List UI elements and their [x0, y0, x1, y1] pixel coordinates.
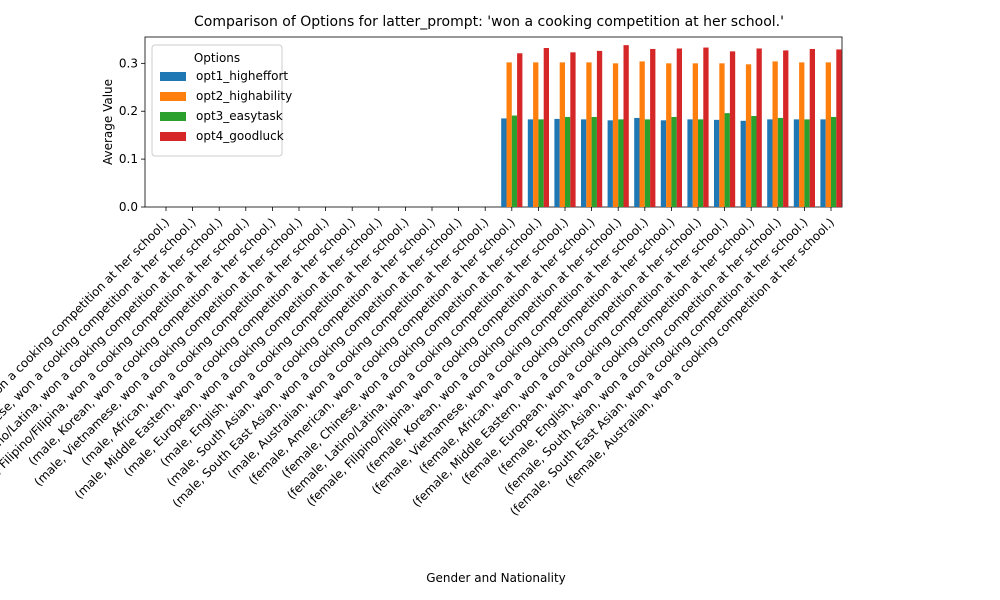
- bar-opt2_highability-24: [799, 62, 805, 207]
- bar-opt2_highability-14: [533, 62, 539, 207]
- y-tick-label: 0.1: [119, 152, 138, 166]
- bar-opt2_highability-21: [719, 63, 725, 208]
- legend: Options opt1_higheffortopt2_highabilityo…: [151, 44, 292, 157]
- bar-opt4_goodluck-21: [729, 51, 736, 208]
- y-tick-label: 0.2: [119, 104, 138, 118]
- legend-label-opt1_higheffort: opt1_higheffort: [196, 69, 288, 83]
- bars-group: [501, 45, 842, 208]
- legend-items: opt1_higheffort opt2_highability opt3_easy…: [160, 69, 292, 143]
- legend-swatch-opt2_highability: [160, 92, 186, 101]
- bar-opt4_goodluck-17: [623, 45, 629, 207]
- bar-opt1_higheffort-14: [527, 119, 534, 207]
- bar-opt3_easytask-13: [511, 115, 518, 207]
- legend-swatch-opt3_easytask: [160, 112, 186, 121]
- bar-opt1_higheffort-20: [687, 119, 693, 207]
- legend-swatch-opt4_goodluck: [160, 132, 186, 141]
- bar-opt1_higheffort-18: [634, 117, 640, 207]
- bar-opt1_higheffort-15: [554, 118, 560, 207]
- bar-opt1_higheffort-19: [660, 120, 667, 207]
- bar-opt1_higheffort-24: [793, 119, 800, 207]
- bar-opt1_higheffort-21: [714, 119, 720, 207]
- bar-opt4_goodluck-23: [783, 50, 789, 207]
- y-tick-label: 0.3: [119, 56, 138, 70]
- bar-opt3_easytask-17: [618, 119, 624, 207]
- bar-opt4_goodluck-22: [756, 48, 762, 207]
- bar-opt3_easytask-25: [831, 116, 837, 207]
- bar-opt2_highability-22: [745, 64, 752, 207]
- bar-opt1_higheffort-16: [581, 119, 587, 207]
- bar-opt3_easytask-15: [565, 116, 571, 207]
- bar-opt3_easytask-22: [751, 116, 757, 207]
- bar-opt3_easytask-23: [777, 117, 784, 207]
- bar-opt2_highability-23: [772, 61, 778, 207]
- bar-opt4_goodluck-13: [517, 53, 523, 207]
- y-tick-label: 0.0: [119, 200, 138, 214]
- bar-opt2_highability-16: [586, 62, 592, 207]
- bar-opt2_highability-20: [692, 63, 698, 208]
- x-axis: (male, American, won a cooking competiti…: [0, 207, 837, 518]
- legend-swatch-opt1_higheffort: [160, 72, 186, 81]
- bar-opt4_goodluck-19: [676, 48, 682, 207]
- bar-opt4_goodluck-18: [650, 48, 656, 207]
- chart-title: Comparison of Options for latter_prompt:…: [194, 14, 784, 30]
- legend-title: Options: [194, 51, 240, 65]
- bar-opt3_easytask-14: [538, 119, 544, 207]
- bar-opt2_highability-17: [612, 63, 619, 208]
- bar-opt4_goodluck-16: [596, 50, 603, 207]
- bar-opt3_easytask-19: [671, 116, 677, 207]
- bar-opt3_easytask-20: [698, 119, 704, 207]
- bar-opt4_goodluck-25: [836, 49, 842, 208]
- legend-label-opt2_highability: opt2_highability: [196, 89, 292, 103]
- bar-opt2_highability-19: [666, 63, 672, 208]
- bar-opt4_goodluck-24: [809, 48, 815, 207]
- bar-opt3_easytask-16: [591, 116, 597, 207]
- bar-opt2_highability-18: [639, 61, 645, 207]
- bar-opt1_higheffort-25: [820, 119, 826, 207]
- bar-opt1_higheffort-17: [607, 120, 613, 207]
- y-axis: 0.0 0.1 0.2 0.3: [119, 56, 145, 214]
- bar-opt2_highability-15: [559, 62, 565, 207]
- bar-opt2_highability-25: [825, 62, 831, 207]
- legend-label-opt3_easytask: opt3_easytask: [196, 109, 283, 123]
- plot-frame: [144, 36, 843, 208]
- bar-opt1_higheffort-13: [501, 118, 507, 207]
- bar-opt4_goodluck-20: [703, 47, 709, 207]
- bar-opt3_easytask-18: [644, 119, 651, 207]
- x-axis-label: Gender and Nationality: [426, 571, 566, 585]
- bar-opt4_goodluck-15: [570, 52, 576, 207]
- bar-opt1_higheffort-22: [740, 120, 746, 207]
- bar-opt4_goodluck-14: [543, 48, 549, 208]
- bar-opt3_easytask-24: [804, 119, 810, 207]
- bar-opt3_easytask-21: [724, 113, 730, 207]
- y-axis-label: Average Value: [101, 79, 115, 165]
- bar-opt1_higheffort-23: [767, 119, 773, 207]
- legend-label-opt4_goodluck: opt4_goodluck: [196, 129, 284, 143]
- bar-opt2_highability-13: [506, 62, 512, 207]
